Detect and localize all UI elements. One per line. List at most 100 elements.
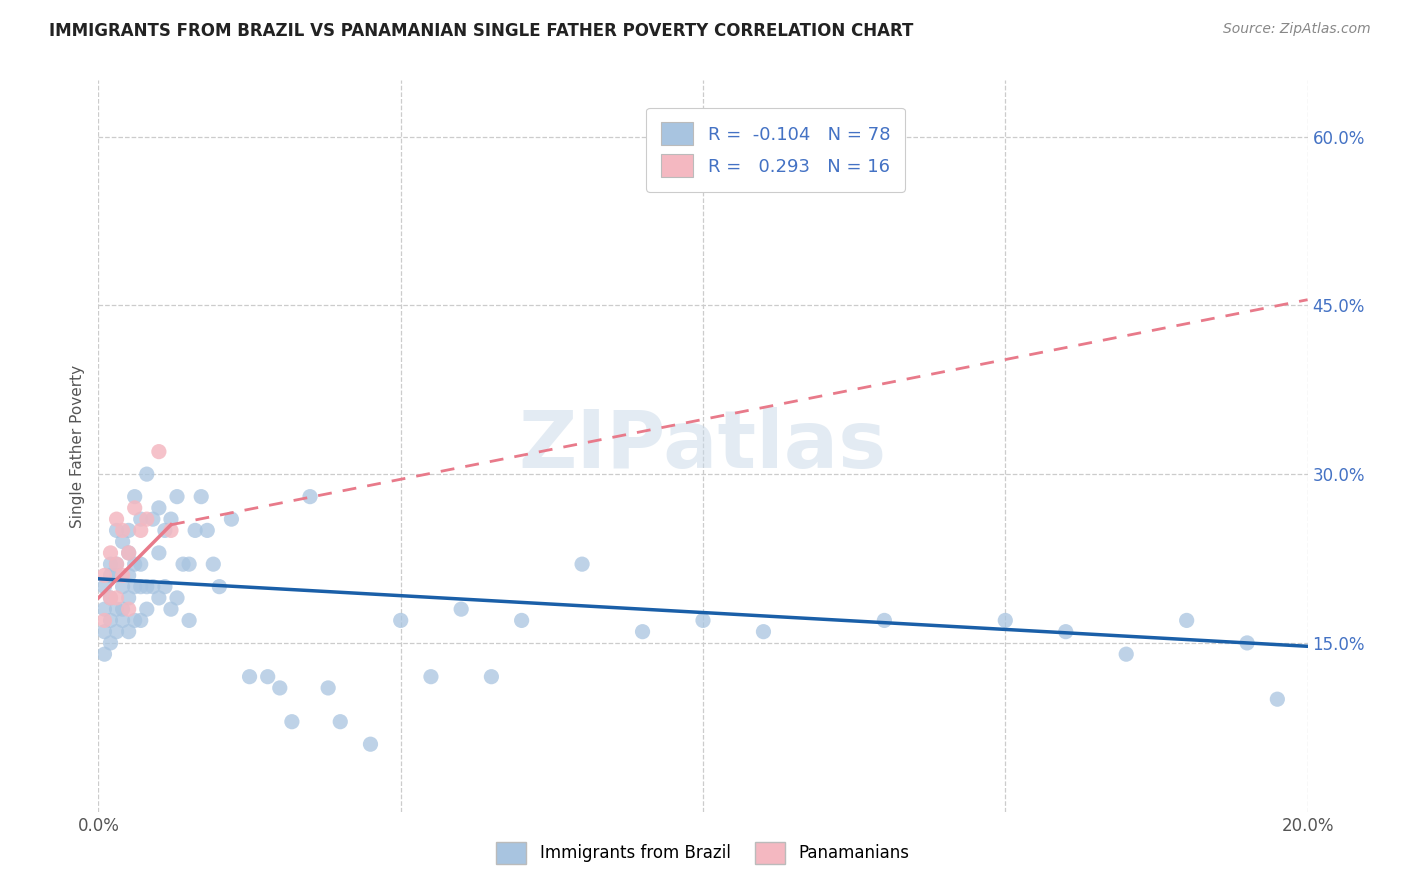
Point xyxy=(124,557,146,571)
Point xyxy=(129,614,152,628)
Point xyxy=(360,737,382,751)
Point xyxy=(1267,692,1289,706)
Point xyxy=(179,614,201,628)
Point xyxy=(208,580,231,594)
Point xyxy=(118,568,141,582)
Point xyxy=(100,614,122,628)
Point xyxy=(1115,647,1137,661)
Point xyxy=(571,557,593,571)
Point xyxy=(153,524,176,538)
Point xyxy=(135,602,157,616)
Point xyxy=(239,670,262,684)
Point xyxy=(124,490,146,504)
Point xyxy=(135,512,157,526)
Point xyxy=(450,602,472,616)
Point xyxy=(135,467,157,482)
Point xyxy=(299,490,322,504)
Point xyxy=(221,512,243,526)
Point xyxy=(202,557,225,571)
Point xyxy=(105,524,128,538)
Point xyxy=(100,591,122,605)
Point xyxy=(148,500,170,515)
Point xyxy=(124,614,146,628)
Text: Source: ZipAtlas.com: Source: ZipAtlas.com xyxy=(1223,22,1371,37)
Point xyxy=(142,580,165,594)
Point xyxy=(692,614,714,628)
Point xyxy=(93,647,115,661)
Point xyxy=(166,591,188,605)
Point xyxy=(118,546,141,560)
Point xyxy=(160,524,183,538)
Point xyxy=(100,568,122,582)
Point xyxy=(100,591,122,605)
Point xyxy=(129,524,152,538)
Legend: R =  -0.104   N = 78, R =   0.293   N = 16: R = -0.104 N = 78, R = 0.293 N = 16 xyxy=(647,108,904,192)
Point xyxy=(631,624,654,639)
Point xyxy=(124,580,146,594)
Point xyxy=(135,580,157,594)
Point xyxy=(105,624,128,639)
Point xyxy=(129,512,152,526)
Point xyxy=(111,614,134,628)
Point xyxy=(172,557,194,571)
Point xyxy=(100,636,122,650)
Point xyxy=(93,614,115,628)
Point xyxy=(111,580,134,594)
Point xyxy=(1054,624,1077,639)
Point xyxy=(100,557,122,571)
Point xyxy=(195,524,218,538)
Point xyxy=(105,591,128,605)
Legend: Immigrants from Brazil, Panamanians: Immigrants from Brazil, Panamanians xyxy=(489,836,917,871)
Point xyxy=(1175,614,1198,628)
Point xyxy=(111,568,134,582)
Point xyxy=(105,512,128,526)
Point xyxy=(179,557,201,571)
Point xyxy=(118,524,141,538)
Point xyxy=(118,591,141,605)
Text: IMMIGRANTS FROM BRAZIL VS PANAMANIAN SINGLE FATHER POVERTY CORRELATION CHART: IMMIGRANTS FROM BRAZIL VS PANAMANIAN SIN… xyxy=(49,22,914,40)
Point xyxy=(752,624,775,639)
Point xyxy=(481,670,503,684)
Point xyxy=(160,602,183,616)
Point xyxy=(510,614,533,628)
Point xyxy=(105,568,128,582)
Point xyxy=(142,512,165,526)
Point xyxy=(269,681,291,695)
Point xyxy=(111,534,134,549)
Point xyxy=(148,591,170,605)
Point xyxy=(111,524,134,538)
Point xyxy=(281,714,304,729)
Point xyxy=(166,490,188,504)
Point xyxy=(105,602,128,616)
Point xyxy=(129,557,152,571)
Point xyxy=(118,546,141,560)
Point xyxy=(153,580,176,594)
Y-axis label: Single Father Poverty: Single Father Poverty xyxy=(69,365,84,527)
Point xyxy=(118,602,141,616)
Point xyxy=(148,546,170,560)
Point xyxy=(124,500,146,515)
Point xyxy=(994,614,1017,628)
Point xyxy=(93,602,115,616)
Point xyxy=(184,524,207,538)
Point xyxy=(105,557,128,571)
Point xyxy=(118,624,141,639)
Point xyxy=(93,580,115,594)
Point xyxy=(329,714,352,729)
Point xyxy=(100,546,122,560)
Point xyxy=(256,670,278,684)
Point xyxy=(129,580,152,594)
Point xyxy=(389,614,412,628)
Point xyxy=(1236,636,1258,650)
Point xyxy=(111,602,134,616)
Point xyxy=(93,624,115,639)
Point xyxy=(190,490,212,504)
Point xyxy=(873,614,896,628)
Point xyxy=(148,444,170,458)
Point xyxy=(93,568,115,582)
Point xyxy=(316,681,339,695)
Point xyxy=(105,557,128,571)
Point xyxy=(160,512,183,526)
Text: ZIPatlas: ZIPatlas xyxy=(519,407,887,485)
Point xyxy=(420,670,443,684)
